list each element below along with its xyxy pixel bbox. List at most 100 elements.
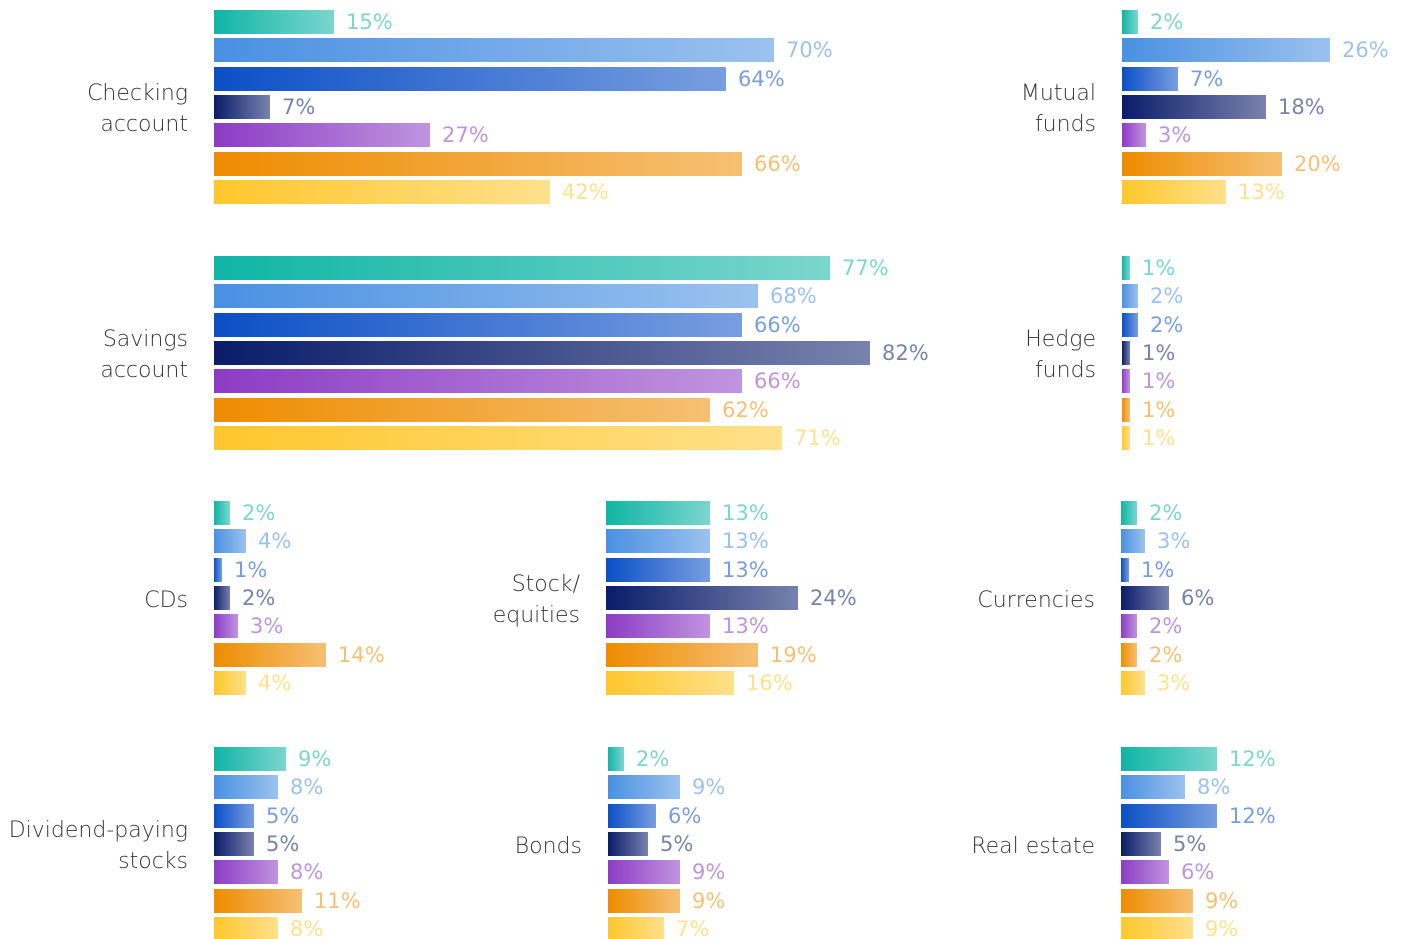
- bar: [1122, 38, 1330, 63]
- panel-label: Mutual funds: [1020, 81, 1096, 138]
- value-label: 13%: [722, 529, 769, 554]
- bar: [214, 123, 430, 148]
- bar: [1122, 284, 1138, 309]
- bar: [608, 747, 624, 771]
- value-label: 2%: [242, 585, 276, 610]
- value-label: 2%: [1149, 501, 1183, 525]
- value-label: 3%: [1157, 670, 1191, 695]
- value-label: 16%: [746, 670, 793, 695]
- bar: [1121, 557, 1129, 582]
- bar: [214, 747, 286, 771]
- value-label: 2%: [1150, 312, 1184, 337]
- value-label: 7%: [1190, 66, 1224, 91]
- bar: [214, 94, 270, 119]
- bar: [214, 860, 278, 885]
- bar: [1122, 256, 1130, 280]
- value-label: 13%: [722, 501, 769, 525]
- value-label: 4%: [258, 670, 292, 695]
- bar: [1121, 860, 1169, 885]
- value-label: 5%: [1173, 831, 1207, 856]
- bar: [214, 803, 254, 828]
- value-label: 66%: [754, 151, 801, 176]
- panel-label: Checking account: [87, 81, 188, 138]
- bar: [214, 888, 302, 913]
- bar: [214, 66, 726, 91]
- value-label: 1%: [1142, 397, 1176, 422]
- value-label: 2%: [1149, 642, 1183, 667]
- bar: [214, 38, 774, 63]
- bar: [214, 775, 278, 800]
- value-label: 7%: [282, 94, 316, 119]
- bar: [214, 179, 550, 204]
- value-label: 2%: [636, 747, 670, 771]
- value-label: 8%: [290, 860, 324, 885]
- value-label: 6%: [668, 803, 702, 828]
- value-label: 66%: [754, 369, 801, 394]
- bar: [606, 529, 710, 554]
- value-label: 62%: [722, 397, 769, 422]
- bar: [1121, 529, 1145, 554]
- bar: [1122, 340, 1130, 365]
- value-label: 42%: [562, 179, 609, 204]
- bar: [214, 614, 238, 639]
- panel-label: Currencies: [977, 587, 1095, 613]
- value-label: 3%: [1157, 529, 1191, 554]
- panel-label: Savings account: [100, 327, 188, 384]
- value-label: 8%: [290, 775, 324, 800]
- bar: [1122, 94, 1266, 119]
- bar: [1122, 151, 1282, 176]
- bar: [1121, 775, 1185, 800]
- value-label: 68%: [770, 284, 817, 309]
- bar: [608, 831, 648, 856]
- bar: [1121, 670, 1145, 695]
- bar: [214, 10, 334, 34]
- bar: [608, 860, 680, 885]
- bar: [214, 916, 278, 939]
- value-label: 2%: [1149, 614, 1183, 639]
- bar: [1121, 888, 1193, 913]
- value-label: 1%: [1142, 256, 1176, 280]
- bar: [606, 614, 710, 639]
- bar: [606, 642, 758, 667]
- value-label: 3%: [250, 614, 284, 639]
- bar: [1122, 369, 1130, 394]
- bar: [214, 397, 710, 422]
- value-label: 71%: [794, 425, 841, 450]
- value-label: 9%: [692, 775, 726, 800]
- value-label: 66%: [754, 312, 801, 337]
- value-label: 26%: [1342, 38, 1389, 63]
- value-label: 24%: [810, 585, 857, 610]
- bar: [1121, 916, 1193, 939]
- bar: [1121, 831, 1161, 856]
- bar: [606, 557, 710, 582]
- value-label: 2%: [1150, 10, 1184, 34]
- value-label: 13%: [722, 614, 769, 639]
- panel-label: Hedge funds: [1025, 327, 1096, 384]
- value-label: 9%: [692, 860, 726, 885]
- bar: [214, 284, 758, 309]
- bar: [1122, 179, 1226, 204]
- bar: [606, 585, 798, 610]
- value-label: 5%: [660, 831, 694, 856]
- value-label: 6%: [1181, 585, 1215, 610]
- bar: [1122, 66, 1178, 91]
- bar: [608, 803, 656, 828]
- bar: [1121, 501, 1137, 525]
- bar: [608, 775, 680, 800]
- bar: [214, 256, 830, 280]
- bar: [1121, 642, 1137, 667]
- panel-label: Real estate: [971, 833, 1095, 859]
- bar: [214, 340, 870, 365]
- value-label: 18%: [1278, 94, 1325, 119]
- value-label: 13%: [1238, 179, 1285, 204]
- value-label: 7%: [676, 916, 710, 939]
- value-label: 8%: [1197, 775, 1231, 800]
- bar: [214, 425, 782, 450]
- bar: [1122, 425, 1130, 450]
- value-label: 27%: [442, 123, 489, 148]
- value-label: 3%: [1158, 123, 1192, 148]
- value-label: 2%: [1150, 284, 1184, 309]
- value-label: 1%: [1142, 340, 1176, 365]
- bar: [214, 151, 742, 176]
- panel-label: Stock/ equities: [492, 572, 580, 629]
